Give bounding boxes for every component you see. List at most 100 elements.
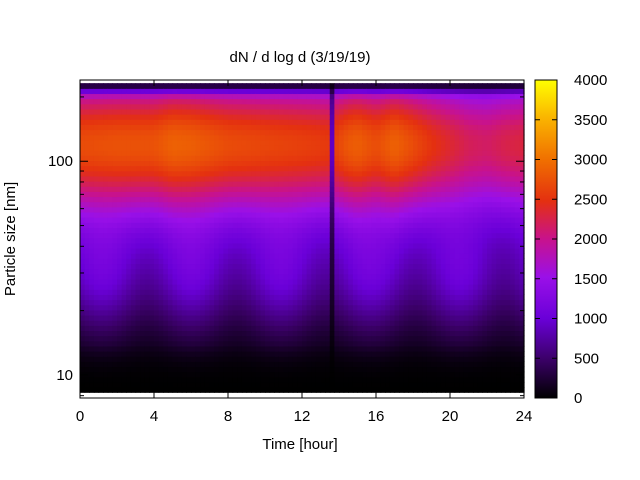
heatmap-cell: [186, 108, 192, 115]
heatmap-cell: [181, 309, 187, 316]
heatmap-cell: [283, 325, 289, 332]
heatmap-cell: [93, 83, 100, 89]
heatmap-cell: [320, 186, 326, 192]
heatmap-cell: [167, 371, 174, 378]
heatmap-cell: [103, 356, 109, 362]
heatmap-cell: [112, 263, 118, 270]
heatmap-cell: [195, 206, 201, 213]
heatmap-cell: [214, 247, 220, 254]
heatmap-cell: [112, 345, 118, 352]
heatmap-cell: [385, 134, 391, 141]
heatmap-cell: [422, 242, 428, 249]
heatmap-cell: [186, 340, 192, 347]
heatmap-cell: [246, 83, 252, 89]
heatmap-cell: [459, 335, 465, 342]
heatmap-cell: [163, 304, 169, 311]
heatmap-cell: [403, 376, 409, 383]
heatmap-cell: [454, 129, 460, 136]
heatmap-cell: [325, 155, 331, 162]
heatmap-cell: [130, 155, 137, 162]
heatmap-cell: [306, 273, 312, 280]
heatmap-cell: [126, 211, 132, 218]
heatmap-cell: [154, 83, 160, 89]
heatmap-cell: [103, 314, 109, 321]
heatmap-cell: [204, 108, 211, 115]
heatmap-cell: [288, 155, 294, 162]
heatmap-cell: [107, 253, 113, 259]
heatmap-cell: [343, 217, 349, 223]
heatmap-cell: [98, 191, 104, 198]
heatmap-cell: [302, 114, 308, 120]
heatmap-cell: [255, 175, 261, 182]
heatmap-cell: [431, 314, 437, 321]
heatmap-cell: [265, 191, 271, 198]
heatmap-cell: [320, 155, 326, 162]
heatmap-cell: [260, 160, 266, 167]
heatmap-cell: [454, 175, 460, 182]
heatmap-cell: [80, 93, 86, 100]
heatmap-cell: [126, 155, 132, 162]
heatmap-cell: [195, 371, 201, 378]
heatmap-cell: [431, 273, 437, 280]
heatmap-cell: [399, 98, 405, 105]
heatmap-cell: [163, 340, 169, 347]
heatmap-cell: [431, 206, 437, 213]
heatmap-cell: [292, 325, 298, 332]
heatmap-cell: [200, 335, 206, 342]
heatmap-cell: [292, 299, 298, 306]
heatmap-cell: [288, 304, 294, 311]
heatmap-cell: [89, 361, 95, 368]
heatmap-cell: [167, 253, 174, 259]
heatmap-cell: [306, 237, 312, 244]
heatmap-cell: [292, 150, 298, 156]
heatmap-cell: [121, 247, 127, 254]
heatmap-cell: [167, 330, 174, 337]
heatmap-cell: [177, 124, 183, 131]
heatmap-cell: [191, 345, 197, 352]
heatmap-cell: [149, 129, 155, 136]
heatmap-cell: [413, 88, 419, 95]
heatmap-cell: [93, 273, 100, 280]
heatmap-cell: [288, 258, 294, 265]
heatmap-cell: [302, 186, 308, 192]
heatmap-cell: [195, 278, 201, 285]
heatmap-cell: [352, 129, 359, 136]
heatmap-cell: [167, 232, 174, 239]
heatmap-cell: [112, 381, 118, 388]
heatmap-cell: [445, 227, 451, 234]
heatmap-cell: [278, 237, 285, 244]
heatmap-cell: [292, 181, 298, 187]
heatmap-cell: [195, 304, 201, 311]
heatmap-cell: [140, 206, 146, 213]
heatmap-cell: [172, 309, 178, 316]
heatmap-cell: [98, 361, 104, 368]
heatmap-cell: [385, 165, 391, 172]
heatmap-cell: [283, 160, 289, 167]
heatmap-cell: [103, 88, 109, 95]
heatmap-cell: [394, 381, 400, 388]
heatmap-cell: [297, 340, 303, 347]
heatmap-cell: [251, 139, 257, 146]
heatmap-cell: [288, 387, 294, 393]
heatmap-cell: [362, 381, 368, 388]
heatmap-cell: [283, 165, 289, 172]
heatmap-cell: [408, 361, 414, 368]
heatmap-cell: [408, 304, 414, 311]
heatmap-cell: [209, 108, 215, 115]
heatmap-cell: [362, 273, 368, 280]
heatmap-cell: [181, 160, 187, 167]
heatmap-cell: [403, 191, 409, 198]
heatmap-cell: [376, 134, 382, 141]
heatmap-cell: [385, 83, 391, 89]
heatmap-cell: [459, 191, 465, 198]
heatmap-cell: [98, 93, 104, 100]
heatmap-cell: [121, 191, 127, 198]
heatmap-cell: [163, 88, 169, 95]
heatmap-cell: [339, 129, 345, 136]
heatmap-cell: [380, 181, 386, 187]
heatmap-cell: [167, 108, 174, 115]
heatmap-cell: [172, 206, 178, 213]
heatmap-cell: [422, 175, 428, 182]
heatmap-cell: [204, 211, 211, 218]
heatmap-cell: [417, 366, 423, 373]
